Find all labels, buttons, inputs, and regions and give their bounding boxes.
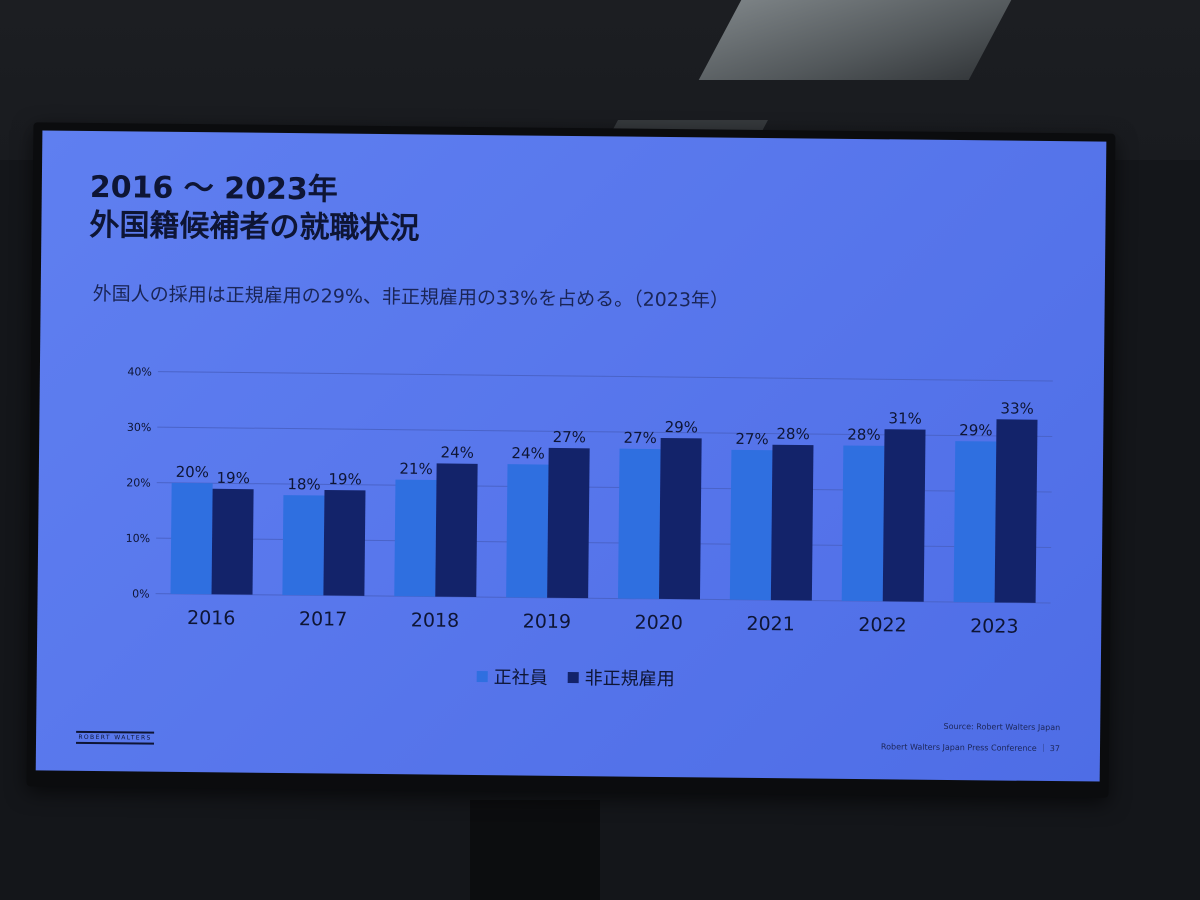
legend-item-series1: 正社員 [476,663,548,690]
x-tick-label: 2016 [187,607,236,630]
legend-label-series2: 非正規雇用 [584,668,675,691]
slide-title: 2016 ～ 2023年 外国籍候補者の就職状況 [89,169,420,248]
y-tick-label: 0% [132,587,150,600]
legend-swatch-series1 [476,670,488,682]
bar-series1 [170,482,213,595]
data-label: 29% [665,418,699,436]
data-label: 27% [735,430,769,448]
tv-stand [470,800,600,900]
data-label: 29% [959,421,993,439]
gridline [157,371,1053,382]
y-tick-label: 30% [127,421,152,434]
title-line-2: 外国籍候補者の就職状況 [89,207,420,247]
bar-series2 [323,489,366,596]
x-tick-label: 2023 [970,615,1019,638]
data-label: 24% [511,444,545,462]
x-tick-label: 2017 [299,608,348,631]
bar-series2 [770,444,814,601]
ceiling-light [698,0,1012,80]
bar-series2 [435,463,478,598]
bar-series1 [617,448,661,599]
x-tick-label: 2022 [858,614,907,637]
bar-series1 [729,449,773,601]
legend-label-series1: 正社員 [493,667,548,689]
data-label: 18% [287,475,321,493]
company-logo: ROBERT WALTERS [76,730,155,745]
legend-item-series2: 非正規雇用 [567,664,675,691]
x-tick-label: 2021 [746,613,795,636]
source-note: Source: Robert Walters Japan [943,721,1061,733]
data-label: 31% [888,409,922,427]
footer-note: Robert Walters Japan Press Conference ｜ … [880,742,1061,754]
bar-chart: 0% 10% 20% 30% 40% 20% 19% 2016 18% 19% 2017 21% 24%… [126,365,1053,638]
bar-series2 [547,447,590,599]
bar-series2 [994,419,1038,603]
bar-series2 [658,437,702,600]
y-tick-label: 40% [127,365,152,378]
x-tick-label: 2020 [634,612,683,635]
chart-legend: 正社員 非正規雇用 [476,663,675,691]
data-label: 28% [776,425,810,443]
slide-screen: 2016 ～ 2023年 外国籍候補者の就職状況 外国人の採用は正規雇用の29%… [35,130,1107,782]
data-label: 27% [553,428,587,446]
y-tick-label: 10% [126,532,151,545]
bar-series1 [282,495,325,596]
bar-series2 [211,488,254,595]
data-label: 19% [216,469,250,487]
bar-series1 [841,445,885,602]
data-label: 21% [399,460,433,478]
bar-series2 [882,429,926,602]
legend-swatch-series2 [567,671,579,683]
data-label: 28% [847,425,881,443]
data-label: 24% [440,443,474,461]
slide-subtitle: 外国人の採用は正規雇用の29%、非正規雇用の33%を占める。（2023年） [92,282,730,312]
data-label: 20% [176,463,210,481]
bar-series1 [394,479,437,597]
x-tick-label: 2019 [523,611,572,634]
tv-monitor: 2016 ～ 2023年 外国籍候補者の就職状況 外国人の採用は正規雇用の29%… [26,122,1116,798]
data-label: 33% [1000,399,1034,417]
title-line-1: 2016 ～ 2023年 [89,169,338,208]
x-tick-label: 2018 [411,609,460,632]
data-label: 27% [623,429,657,447]
data-label: 19% [328,470,362,488]
y-tick-label: 20% [126,476,151,489]
gridline [155,593,1051,604]
bar-series1 [506,464,549,598]
bar-series1 [953,441,997,603]
